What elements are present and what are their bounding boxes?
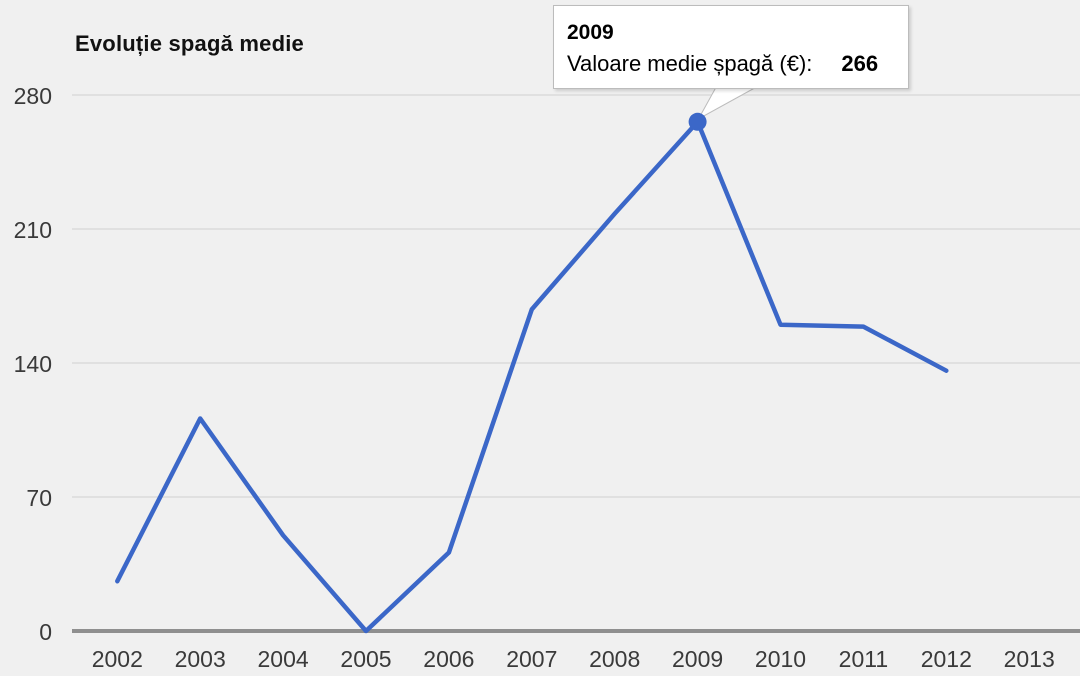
y-axis-label: 140 bbox=[13, 351, 52, 377]
x-axis-label: 2008 bbox=[589, 646, 641, 672]
tooltip-value: 266 bbox=[841, 51, 879, 77]
x-axis-label: 2013 bbox=[1003, 646, 1055, 672]
x-axis-label: 2002 bbox=[91, 646, 143, 672]
x-axis-label: 2012 bbox=[920, 646, 972, 672]
tooltip-year: 2009 bbox=[567, 21, 614, 44]
y-axis-label: 70 bbox=[26, 485, 52, 511]
x-axis-label: 2007 bbox=[506, 646, 558, 672]
y-axis-label: 280 bbox=[13, 83, 52, 109]
x-axis-label: 2004 bbox=[257, 646, 309, 672]
x-axis-label: 2010 bbox=[754, 646, 807, 672]
y-axis-label: 210 bbox=[13, 217, 52, 243]
highlighted-data-point[interactable] bbox=[688, 112, 707, 131]
x-axis-label: 2009 bbox=[672, 646, 724, 672]
y-axis-label: 0 bbox=[39, 619, 52, 645]
x-axis-label: 2005 bbox=[340, 646, 392, 672]
series-line bbox=[115, 119, 949, 634]
x-axis-label: 2011 bbox=[838, 646, 889, 672]
chart-title: Evoluție spagă medie bbox=[75, 31, 304, 56]
tooltip: 2009 Valoare medie șpagă (€): 266 bbox=[553, 5, 909, 89]
x-axis-label: 2006 bbox=[423, 646, 475, 672]
x-axis-label: 2003 bbox=[174, 646, 226, 672]
tooltip-row: Valoare medie șpagă (€): 266 bbox=[567, 51, 908, 77]
tooltip-label: Valoare medie șpagă (€): bbox=[567, 51, 813, 77]
tooltip-callout bbox=[697, 87, 755, 121]
